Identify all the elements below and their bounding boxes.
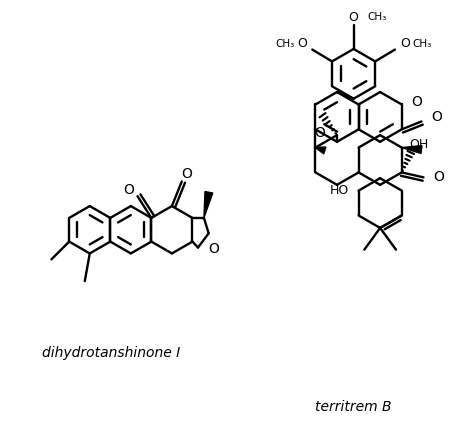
Text: dihydrotanshinone I: dihydrotanshinone I	[42, 346, 181, 360]
Text: CH₃: CH₃	[413, 38, 432, 49]
Polygon shape	[204, 192, 213, 218]
Text: HO: HO	[329, 184, 349, 197]
Text: O: O	[431, 110, 442, 124]
Text: OH: OH	[410, 138, 429, 151]
Text: O: O	[298, 37, 307, 50]
Text: territrem B: territrem B	[315, 401, 392, 415]
Text: O: O	[123, 183, 134, 197]
Text: O: O	[314, 126, 325, 140]
Text: O: O	[400, 37, 410, 50]
Text: O: O	[208, 242, 219, 256]
Text: O: O	[411, 94, 422, 109]
Polygon shape	[402, 146, 422, 154]
Text: O: O	[433, 170, 444, 184]
Text: O: O	[349, 11, 358, 24]
Text: O: O	[181, 168, 192, 181]
Text: CH₃: CH₃	[275, 38, 294, 49]
Text: CH₃: CH₃	[367, 12, 387, 22]
